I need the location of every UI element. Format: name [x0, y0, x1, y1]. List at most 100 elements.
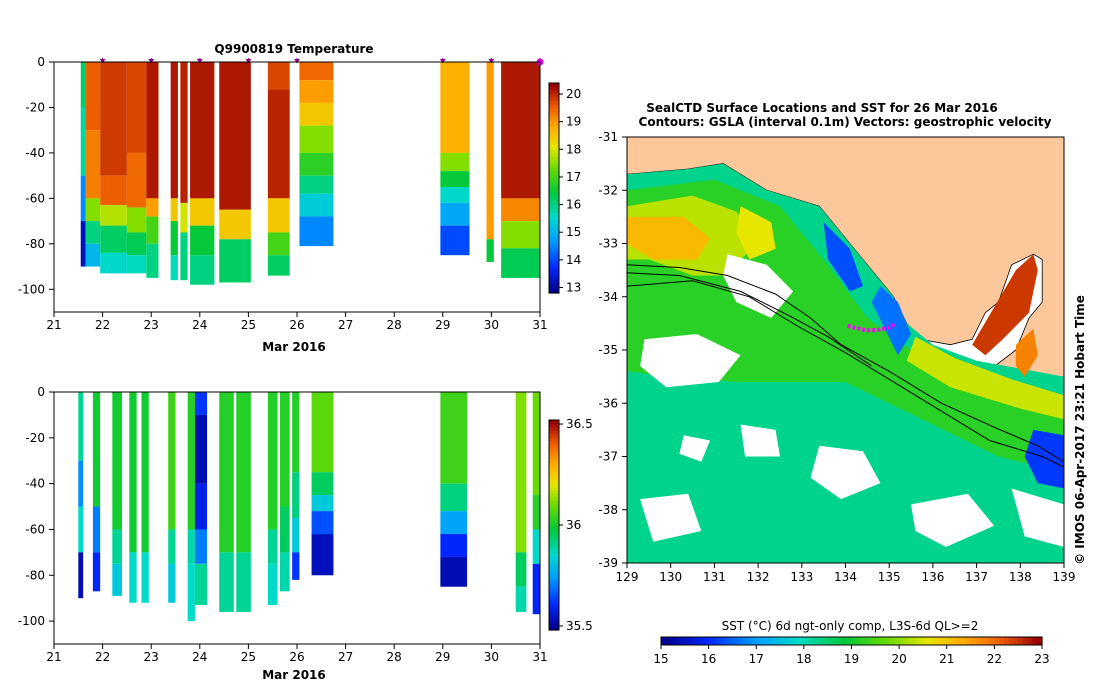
colorbar-segment	[549, 532, 559, 537]
temperature-profiles	[80, 62, 540, 285]
colorbar-segment	[549, 591, 559, 596]
map-y-tick-label: -39	[598, 556, 618, 570]
sst-colorbar-segment	[932, 637, 938, 645]
profile-11-layer-0	[440, 62, 470, 153]
sst-colorbar-segment	[684, 637, 691, 645]
profile-6-layer-1	[180, 202, 188, 233]
y-tick-label: -40	[25, 477, 45, 491]
y-tick-label: -20	[25, 431, 45, 445]
colorbar-segment	[549, 451, 559, 456]
colorbar-tick-label: 14	[566, 253, 581, 267]
sst-colorbar-segment	[789, 637, 795, 645]
y-tick-label: -80	[25, 568, 45, 582]
profile-2-layer-4	[100, 252, 127, 274]
colorbar-segment	[549, 237, 559, 242]
sst-colorbar-segment	[703, 637, 710, 645]
colorbar-segment	[549, 205, 559, 210]
y-tick-label: -20	[25, 100, 45, 114]
colorbar-segment	[549, 609, 559, 614]
sst-colorbar-segment	[889, 637, 895, 645]
colorbar-segment	[549, 490, 559, 495]
profile-14-layer-3	[440, 534, 468, 557]
profile-6-layer-1	[187, 529, 195, 564]
profile-10-layer-4	[299, 152, 334, 176]
profile-4-layer-0	[146, 62, 159, 199]
profile-4-layer-1	[146, 198, 159, 217]
profile-11-layer-2	[279, 552, 290, 592]
profile-0-layer-1	[78, 460, 84, 507]
y-tick-label: 0	[37, 55, 45, 69]
y-tick-label: -100	[18, 282, 45, 296]
profile-12-layer-3	[292, 552, 300, 580]
colorbar-segment	[549, 521, 559, 526]
colorbar-segment	[549, 153, 559, 158]
sst-colorbar-segment	[880, 637, 886, 645]
y-tick-label: -40	[25, 146, 45, 160]
x-tick-label: 29	[435, 650, 450, 664]
profile-16-layer-0	[532, 392, 540, 496]
colorbar-segment	[549, 511, 559, 516]
surface-marker-arrow	[439, 59, 446, 63]
colorbar-frame	[548, 82, 560, 294]
profile-0-layer-1	[80, 107, 86, 176]
sst-colorbar-segment	[1022, 637, 1029, 645]
profile-10-layer-6	[299, 193, 334, 217]
colorbar-segment	[549, 602, 559, 607]
sst-colorbar-segment	[803, 637, 810, 645]
profile-2-layer-0	[112, 392, 123, 530]
sst-colorbar-segment	[780, 637, 786, 645]
profile-13-layer-3	[311, 511, 334, 535]
profile-8-layer-0	[219, 62, 251, 210]
colorbar-segment	[549, 142, 559, 147]
colorbar-segment	[549, 226, 559, 231]
sst-colorbar-segment	[846, 637, 853, 645]
profile-7-layer-2	[190, 225, 215, 256]
colorbar-segment	[549, 577, 559, 582]
profile-7-layer-3	[190, 255, 215, 285]
profile-10-layer-1	[299, 80, 334, 103]
colorbar-segment	[549, 275, 559, 280]
sst-colorbar-segment	[822, 637, 829, 645]
profile-2-layer-1	[100, 175, 127, 206]
profile-1-layer-0	[85, 62, 101, 131]
temperature-x-axis: 21 22 23 24 25 26 27 28 29 30 31	[46, 312, 548, 332]
sst-colorbar-segment	[980, 637, 986, 645]
sst-colorbar-tick-label: 18	[796, 652, 811, 666]
profile-11-layer-4	[440, 202, 470, 226]
temperature-colorbar: 13 14 15 16 17 18 19 20	[548, 82, 581, 294]
colorbar-segment	[549, 163, 559, 168]
profile-12-layer-1	[292, 472, 300, 518]
sst-colorbar-segment	[751, 637, 757, 645]
colorbar-segment	[549, 167, 559, 172]
colorbar-segment	[549, 233, 559, 238]
sst-colorbar-segment	[1018, 637, 1024, 645]
sst-colorbar-segment	[851, 637, 857, 645]
colorbar-segment	[549, 149, 559, 154]
sst-map-panel: SealCTD Surface Locations and SST for 26…	[598, 101, 1087, 666]
profile-13-layer-0	[501, 62, 540, 199]
profile-4-layer-2	[146, 216, 159, 244]
profile-8-layer-1	[219, 209, 251, 240]
temperature-panel: Q9900819 Temperature 21 22 23 24 25 26 27 28 29 3…	[18, 42, 582, 354]
profile-5-layer-2	[170, 221, 178, 256]
colorbar-segment	[549, 507, 559, 512]
profile-0-layer-2	[78, 506, 84, 553]
sst-colorbar-tick-label: 15	[653, 652, 668, 666]
salinity-panel: 21 22 23 24 25 26 27 28 29 30 31 0 -20 -40 -60 -80 -100…	[18, 385, 593, 682]
sst-map-x-axis: 129 130 131 132 133 134 135 136 137 138 139	[616, 563, 1075, 584]
sst-colorbar-segment	[1032, 637, 1038, 645]
colorbar-segment	[549, 584, 559, 589]
profile-5-layer-1	[168, 529, 176, 564]
sst-colorbar-segment	[908, 637, 915, 645]
profile-0-layer-0	[78, 392, 84, 461]
colorbar-segment	[549, 483, 559, 488]
no-data-region	[1011, 488, 1064, 547]
colorbar-segment	[549, 469, 559, 474]
map-x-tick-label: 136	[921, 570, 944, 584]
map-y-tick-label: -33	[598, 237, 618, 251]
colorbar-segment	[549, 251, 559, 256]
sst-colorbar-segment	[689, 637, 695, 645]
sst-colorbar-segment	[884, 637, 891, 645]
colorbar-segment	[549, 198, 559, 203]
sst-region-8	[871, 286, 911, 356]
